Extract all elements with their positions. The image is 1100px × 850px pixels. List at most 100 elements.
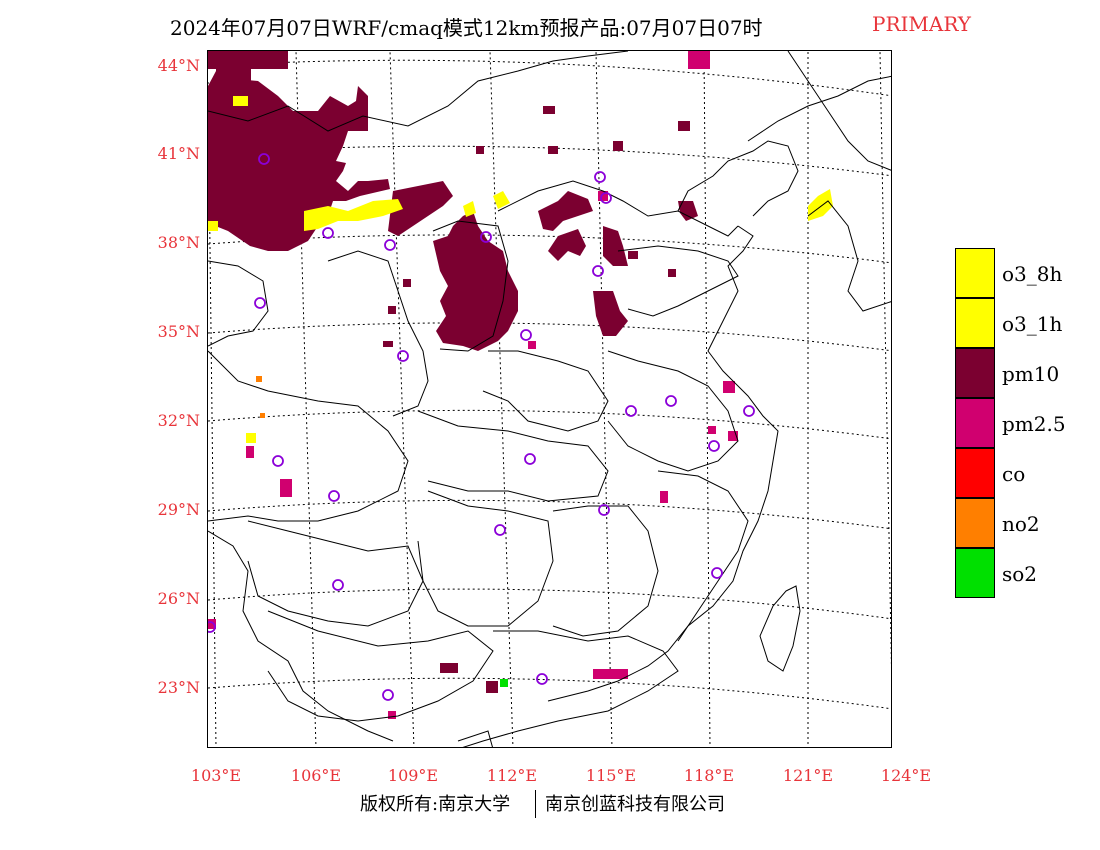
pm10-areas	[208, 51, 698, 693]
site-circle	[536, 673, 548, 685]
map-frame	[207, 50, 892, 748]
footer: 版权所有:南京大学 南京创蓝科技有限公司	[0, 790, 1100, 820]
boundary-anhui-jiangsu	[607, 350, 739, 472]
lat-line-32	[208, 409, 891, 440]
pm10-spot-12	[476, 146, 484, 154]
boundary-guizhou	[247, 520, 424, 627]
pm10-spot-1	[548, 146, 558, 154]
o3-spot-hebei	[493, 191, 510, 209]
site-circle	[665, 395, 677, 407]
site-circle	[520, 329, 532, 341]
title-row: 2024年07月07日WRF/cmaq模式12km预报产品:07月07日07时 …	[0, 12, 1100, 42]
legend-swatch	[955, 448, 995, 498]
pm10-spot-3	[543, 106, 555, 114]
pm10-henan-patch	[593, 291, 628, 336]
site-circle	[258, 153, 270, 165]
site-circle	[711, 567, 723, 579]
pm10-shanxi-band	[433, 211, 518, 351]
lon-line-124	[879, 51, 891, 669]
boundary-korea	[807, 200, 891, 312]
boundary-henan	[482, 350, 609, 432]
pm10-spot-6	[486, 681, 498, 693]
pm25-zhejiang	[728, 431, 738, 441]
pm25-areas	[208, 51, 738, 719]
pm25-jiangsu	[723, 381, 735, 393]
legend-item-no2: no2	[955, 498, 1095, 548]
lon-label-112: 112°E	[486, 766, 538, 785]
lat-line-26	[208, 588, 891, 620]
o3-spot-gansu	[233, 96, 248, 106]
pm25-jiangxi	[660, 491, 668, 503]
pm25-inner-mongolia	[688, 51, 710, 69]
no2-spot-sichuan	[256, 376, 262, 382]
site-circle	[625, 405, 637, 417]
pm10-hebei-east	[678, 201, 698, 221]
site-circle	[494, 524, 506, 536]
o3-spot-west	[208, 221, 218, 231]
pm25-guangxi	[388, 711, 396, 719]
lat-line-44	[208, 59, 891, 97]
site-circle	[328, 490, 340, 502]
site-circle	[397, 350, 409, 362]
boundary-northeast	[787, 51, 891, 171]
boundary-yunnan	[208, 530, 394, 742]
o3-spot-sichuan	[246, 433, 256, 443]
site-circle	[322, 227, 334, 239]
legend-swatch	[955, 498, 995, 548]
legend-label: o3_1h	[1002, 312, 1063, 336]
boundary-lines	[208, 51, 891, 747]
legend-label: pm2.5	[1002, 412, 1066, 436]
lat-line-29	[208, 499, 891, 530]
legend-item-co: co	[955, 448, 1095, 498]
pm25-beijing	[598, 191, 608, 201]
pm10-spot-8	[383, 341, 393, 347]
legend-swatch	[955, 548, 995, 598]
site-circle	[743, 405, 755, 417]
legend: o3_8h o3_1h pm10 pm2.5 co no2 so2	[955, 248, 1095, 598]
boundary-inner-mongolia	[208, 51, 629, 132]
lat-label-38: 38°N	[157, 233, 200, 252]
boundary-shaanxi	[327, 250, 429, 417]
legend-item-pm10: pm10	[955, 348, 1095, 398]
boundary-liaoning-jilin	[747, 75, 891, 142]
lon-line-109	[389, 51, 415, 747]
legend-label: o3_8h	[1002, 262, 1063, 286]
site-circle	[272, 455, 284, 467]
boundary-shandong	[617, 245, 739, 317]
pm10-spot-2	[678, 121, 690, 131]
lat-label-32: 32°N	[157, 411, 200, 430]
boundary-sichuan	[208, 350, 409, 522]
so2-spot-guangdong	[500, 679, 508, 687]
pm10-top-strip	[208, 51, 288, 69]
lon-label-118: 118°E	[683, 766, 735, 785]
pm25-yunnan	[208, 619, 216, 629]
site-circle	[592, 265, 604, 277]
legend-swatch	[955, 398, 995, 448]
site-circle	[384, 239, 396, 251]
legend-item-o3-8h: o3_8h	[955, 248, 1095, 298]
lat-label-23: 23°N	[157, 678, 200, 697]
lat-label-29: 29°N	[157, 500, 200, 519]
pm25-jiangsu-2	[708, 426, 716, 434]
lat-label-35: 35°N	[157, 322, 200, 341]
pm25-sichuan-2	[246, 446, 254, 458]
no2-spot-chengdu	[260, 413, 265, 418]
pm10-top-block	[216, 69, 251, 81]
pm10-beijing-band	[538, 191, 593, 231]
legend-label: so2	[1002, 562, 1038, 586]
site-circle	[208, 621, 216, 633]
boundary-hubei	[417, 410, 609, 502]
boundary-zhejiang-fujian	[657, 470, 749, 642]
coastline-east	[547, 225, 779, 702]
primary-tag: PRIMARY	[872, 12, 971, 36]
map-canvas	[208, 51, 891, 747]
o3-liaoning	[808, 189, 833, 221]
site-circle	[332, 579, 344, 591]
legend-swatch	[955, 298, 995, 348]
o3-areas	[208, 96, 833, 443]
lat-label-41: 41°N	[157, 144, 200, 163]
site-circle	[480, 231, 492, 243]
pm10-spot-11	[403, 279, 411, 287]
lon-label-109: 109°E	[387, 766, 439, 785]
pm10-spot-4	[613, 141, 623, 151]
